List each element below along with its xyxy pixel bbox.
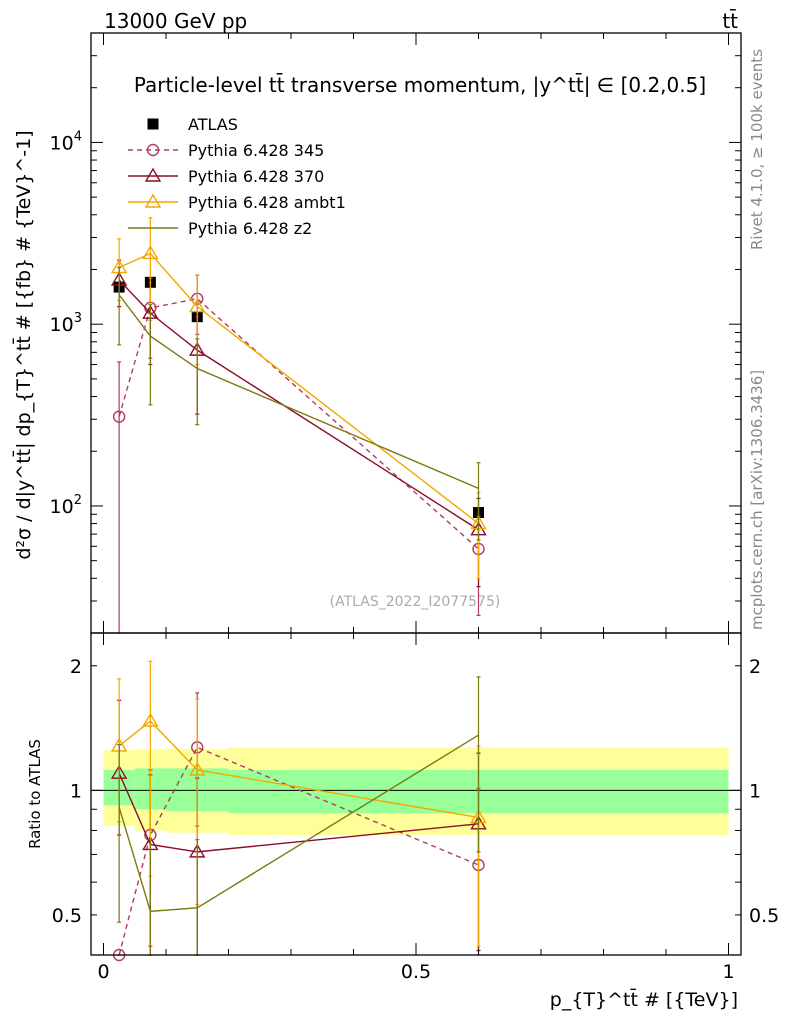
point-ambt1 — [142, 712, 159, 727]
point-ambt1 — [142, 245, 159, 260]
legend-label-ambt1: Pythia 6.428 ambt1 — [188, 193, 346, 212]
legend-marker-p345 — [146, 143, 160, 157]
x-tick-label: 0.5 — [401, 961, 431, 983]
y-tick-label: 104 — [50, 129, 82, 154]
legend-marker-atlas — [147, 118, 159, 130]
ratio-y-label: Ratio to ATLAS — [26, 739, 44, 849]
y-tick-label: 103 — [50, 311, 82, 336]
y-axis-label: d²σ / d|y^tt̄| dp_{T}^tt̄ # [{fb} # {TeV… — [11, 130, 35, 559]
process-label: tt̄ — [722, 8, 738, 33]
main-panel: Particle-level tt̄ transverse momentum, … — [11, 32, 742, 634]
ratio-panel: 0.5 0.5 1 1 2 2 0 0.5 1 Ratio to ATLAS p_{T}^tt… — [26, 632, 779, 1011]
line-p370 — [118, 279, 479, 531]
series-atlas — [113, 276, 484, 519]
legend-marker-p370 — [144, 167, 162, 182]
legend-label-p345: Pythia 6.428 345 — [188, 141, 324, 160]
series-z2 — [117, 266, 481, 541]
line-ambt1 — [118, 252, 479, 525]
series-ambt1 — [110, 217, 487, 579]
point-ambt1 — [189, 298, 206, 313]
line-p370 — [118, 772, 479, 853]
ratio-y-tick-label-left: 1 — [70, 780, 82, 802]
legend-item-ambt1: Pythia 6.428 ambt1 — [128, 193, 346, 212]
mcplots-label: mcplots.cern.ch [arXiv:1306.3436] — [748, 370, 766, 630]
x-tick-label: 1 — [722, 961, 734, 983]
series-z2 — [117, 676, 481, 956]
x-axis-label: p_{T}^tt̄ # [{TeV}] — [550, 987, 738, 1011]
plot-title: Particle-level tt̄ transverse momentum, … — [134, 72, 706, 97]
series-p370 — [110, 259, 487, 588]
legend-item-z2: Pythia 6.428 z2 — [128, 219, 312, 238]
analysis-watermark: (ATLAS_2022_I2077575) — [330, 594, 501, 610]
ratio-y-tick-label-left: 0.5 — [52, 905, 82, 927]
legend-label-atlas: ATLAS — [188, 115, 238, 134]
ratio-y-tick-label-right: 2 — [749, 656, 761, 678]
legend-label-z2: Pythia 6.428 z2 — [188, 219, 312, 238]
ratio-y-tick-label-left: 2 — [70, 656, 82, 678]
line-p345 — [118, 746, 479, 956]
energy-label: 13000 GeV pp — [104, 9, 247, 33]
y-tick-label: 102 — [50, 493, 82, 518]
line-z2 — [118, 734, 479, 913]
legend-label-p370: Pythia 6.428 370 — [188, 167, 324, 186]
point-ambt1 — [189, 761, 206, 776]
legend-item-atlas: ATLAS — [147, 115, 238, 134]
x-tick-label: 0 — [97, 961, 109, 983]
rivet-label: Rivet 4.1.0, ≥ 100k events — [748, 49, 766, 250]
legend-marker-ambt1 — [144, 193, 162, 208]
line-ambt1 — [118, 720, 479, 819]
ratio-y-tick-label-right: 1 — [749, 780, 761, 802]
line-p345 — [118, 298, 479, 550]
legend: ATLAS Pythia 6.428 345 Pythia 6.428 370 Pyt… — [128, 115, 346, 238]
line-z2 — [118, 294, 479, 489]
legend-item-p370: Pythia 6.428 370 — [128, 167, 324, 186]
point-p345 — [112, 410, 126, 423]
ratio-y-tick-label-right: 0.5 — [749, 905, 779, 927]
legend-item-p345: Pythia 6.428 345 — [128, 141, 324, 160]
